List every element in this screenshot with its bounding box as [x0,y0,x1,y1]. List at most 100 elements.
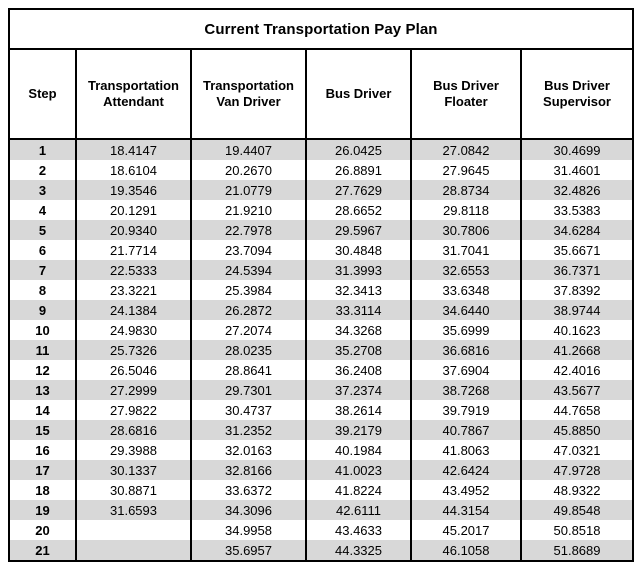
pay-rate-cell: 40.1623 [553,322,601,338]
table-row: 17 30.1337 32.8166 41.0023 42.6424 47.9728 [10,460,632,480]
pay-rate-cell: 35.6957 [192,540,307,560]
table-row: 10 24.9830 27.2074 34.3268 35.6999 40.1623 [10,320,632,340]
pay-rate-cell: 20.2670 [192,160,307,180]
table-body: 1 18.4147 19.4407 26.0425 27.0842 30.4699 2 18.… [10,140,632,560]
pay-rate-cell: 34.3096 [192,500,307,520]
pay-rate-cell: 44.7658 [553,402,601,418]
step-cell: 6 [10,240,77,260]
pay-rate-cell: 32.4826 [553,182,601,198]
column-header: Bus Driver [307,50,412,138]
pay-rate-cell: 21.0779 [192,180,307,200]
step-cell: 13 [10,380,77,400]
step-cell: 12 [10,360,77,380]
pay-rate-cell: 26.2872 [192,300,307,320]
table-row: 12 26.5046 28.8641 36.2408 37.6904 42.4016 [10,360,632,380]
pay-rate-cell: 35.2708 [307,340,412,360]
table-row: 5 20.9340 22.7978 29.5967 30.7806 34.6284 [10,220,632,240]
pay-rate-cell: 42.6111 [307,500,412,520]
pay-rate-cell: 25.7326 [77,340,192,360]
step-cell: 10 [10,320,77,340]
pay-rate-cell: 27.0842 [412,140,522,160]
pay-rate-cell: 31.6593 [77,500,192,520]
pay-rate-cell: 24.1384 [77,300,192,320]
column-header: Bus Driver Floater [412,50,522,138]
step-cell: 20 [10,520,77,540]
table-row: 21 35.6957 44.3325 46.1058 51.8689 [10,540,632,560]
pay-rate-cell: 31.4601 [553,162,601,178]
pay-rate-cell: 33.3114 [307,300,412,320]
pay-rate-cell: 36.7371 [553,262,601,278]
pay-rate-cell: 25.3984 [192,280,307,300]
pay-rate-cell: 22.7978 [192,220,307,240]
column-header: Bus Driver Supervisor [543,77,611,109]
step-cell: 16 [10,440,77,460]
step-cell: 1 [10,140,77,160]
table-row: 1 18.4147 19.4407 26.0425 27.0842 30.4699 [10,140,632,160]
pay-rate-cell: 30.1337 [77,460,192,480]
column-header: Transportation Attendant [77,50,192,138]
pay-rate-cell: 27.2999 [77,380,192,400]
pay-rate-cell: 30.8871 [77,480,192,500]
pay-rate-cell: 35.6671 [553,242,601,258]
pay-rate-cell: 37.6904 [412,360,522,380]
table-row: 4 20.1291 21.9210 28.6652 29.8118 33.5383 [10,200,632,220]
pay-rate-cell: 43.4633 [307,520,412,540]
pay-rate-cell: 36.6816 [412,340,522,360]
pay-rate-cell: 35.6999 [412,320,522,340]
pay-rate-cell: 30.7806 [412,220,522,240]
pay-rate-cell: 22.5333 [77,260,192,280]
table-row: 9 24.1384 26.2872 33.3114 34.6440 38.9744 [10,300,632,320]
step-cell: 3 [10,180,77,200]
pay-rate-cell: 26.8891 [307,160,412,180]
pay-rate-cell: 30.4737 [192,400,307,420]
table-row: 7 22.5333 24.5394 31.3993 32.6553 36.7371 [10,260,632,280]
table-row: 6 21.7714 23.7094 30.4848 31.7041 35.6671 [10,240,632,260]
column-header: Step [10,50,77,138]
pay-rate-cell: 41.8063 [412,440,522,460]
pay-rate-cell: 34.6284 [553,222,601,238]
pay-rate-cell: 38.9744 [553,302,601,318]
pay-rate-cell: 32.3413 [307,280,412,300]
pay-rate-cell: 46.1058 [412,540,522,560]
pay-rate-cell: 21.9210 [192,200,307,220]
pay-rate-cell: 28.8641 [192,360,307,380]
pay-rate-cell: 42.6424 [412,460,522,480]
pay-rate-cell: 29.3988 [77,440,192,460]
step-cell: 18 [10,480,77,500]
pay-rate-cell: 31.2352 [192,420,307,440]
pay-rate-cell: 45.2017 [412,520,522,540]
pay-rate-cell: 28.6652 [307,200,412,220]
pay-rate-cell: 27.9645 [412,160,522,180]
pay-rate-cell: 39.7919 [412,400,522,420]
column-header: Transportation Van Driver [192,50,307,138]
pay-rate-cell: 26.5046 [77,360,192,380]
pay-rate-cell: 43.4952 [412,480,522,500]
header-row: Step Transportation Attendant Transportati… [10,50,632,140]
pay-rate-cell: 37.2374 [307,380,412,400]
pay-rate-cell: 40.7867 [412,420,522,440]
pay-rate-cell [77,520,192,540]
pay-rate-cell: 29.5967 [307,220,412,240]
pay-rate-cell: 50.8518 [553,522,601,538]
pay-rate-cell: 30.4848 [307,240,412,260]
table-row: 16 29.3988 32.0163 40.1984 41.8063 47.0321 [10,440,632,460]
pay-rate-cell: 24.5394 [192,260,307,280]
pay-rate-cell: 44.3325 [307,540,412,560]
table-row: 13 27.2999 29.7301 37.2374 38.7268 43.5677 [10,380,632,400]
pay-rate-cell: 48.9322 [553,482,601,498]
step-cell: 21 [10,540,77,560]
table-row: 18 30.8871 33.6372 41.8224 43.4952 48.9322 [10,480,632,500]
pay-rate-cell: 28.8734 [412,180,522,200]
pay-rate-cell: 41.2668 [553,342,601,358]
table-row: 15 28.6816 31.2352 39.2179 40.7867 45.8850 [10,420,632,440]
pay-rate-cell: 19.4407 [192,140,307,160]
pay-rate-cell: 39.2179 [307,420,412,440]
step-cell: 19 [10,500,77,520]
pay-rate-cell: 32.6553 [412,260,522,280]
pay-rate-cell: 32.8166 [192,460,307,480]
pay-rate-cell: 32.0163 [192,440,307,460]
pay-rate-cell: 47.0321 [553,442,601,458]
pay-rate-cell: 36.2408 [307,360,412,380]
pay-rate-cell: 34.3268 [307,320,412,340]
